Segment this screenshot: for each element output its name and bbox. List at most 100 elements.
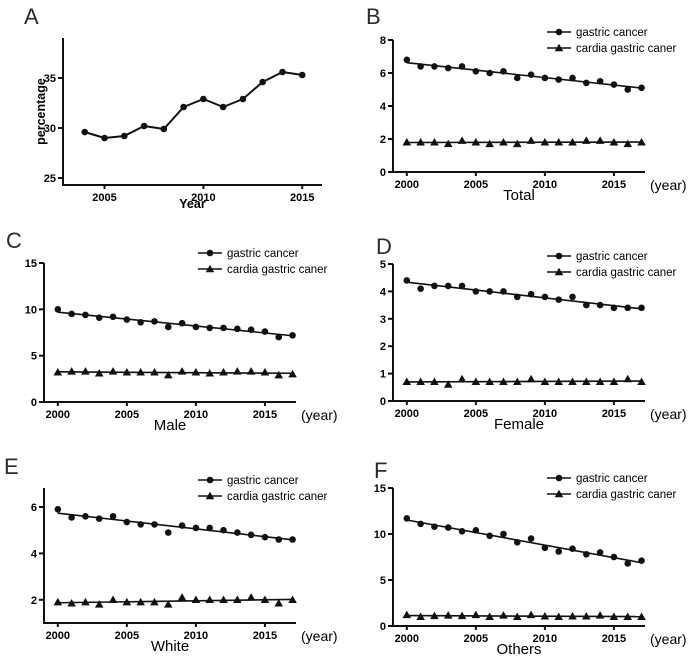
legend: gastric cancer cardia gastric caner xyxy=(547,27,677,55)
svg-text:2015: 2015 xyxy=(602,408,626,420)
series-cardia-gastric-caner xyxy=(402,610,646,620)
series-cardia-gastric-caner xyxy=(53,367,297,379)
legend-label: cardia gastric caner xyxy=(576,43,677,55)
series-gastric-cancer xyxy=(403,277,645,312)
legend-label: gastric cancer xyxy=(576,27,648,39)
legend-label: cardia gastric caner xyxy=(576,267,677,279)
x-axis-unit: (year) xyxy=(650,406,687,422)
svg-text:0: 0 xyxy=(380,396,386,408)
svg-text:2005: 2005 xyxy=(115,409,139,421)
legend: gastric cancer cardia gastric caner xyxy=(198,248,328,276)
x-axis-unit: (year) xyxy=(301,407,338,423)
panel-a-chart: 25 30 35 2005 2010 2015 Year percentage xyxy=(34,38,322,211)
svg-text:2000: 2000 xyxy=(46,630,70,642)
svg-text:2010: 2010 xyxy=(533,408,557,420)
svg-text:2010: 2010 xyxy=(533,633,557,645)
svg-text:2015: 2015 xyxy=(253,630,277,642)
series-gastric-cancer xyxy=(403,56,645,93)
svg-text:2000: 2000 xyxy=(395,408,419,420)
panel-c-label: C xyxy=(6,228,23,253)
svg-text:6: 6 xyxy=(380,68,386,80)
series-gastric-cancer xyxy=(54,306,296,341)
x-axis-title: Others xyxy=(496,641,541,657)
svg-text:5: 5 xyxy=(380,259,386,271)
legend-label: cardia gastric caner xyxy=(576,489,677,501)
svg-text:4: 4 xyxy=(380,286,387,298)
axes: 25 30 35 2005 2010 2015 Year percentage xyxy=(34,38,322,211)
panel-d-label: D xyxy=(376,234,393,259)
svg-text:2000: 2000 xyxy=(395,633,419,645)
svg-text:0: 0 xyxy=(31,397,37,409)
axes: 0 2 4 6 8 2000 2005 2010 2015 (year) Total xyxy=(380,35,687,204)
panel-b-label: B xyxy=(366,4,382,29)
svg-text:2: 2 xyxy=(380,134,386,146)
svg-text:1: 1 xyxy=(380,369,386,381)
svg-text:2000: 2000 xyxy=(46,409,70,421)
panel-f-label: F xyxy=(374,458,388,483)
svg-text:2010: 2010 xyxy=(184,630,208,642)
axes: 0 5 10 15 2000 2005 2010 2015 (year) Male xyxy=(25,258,338,434)
svg-text:2010: 2010 xyxy=(191,192,215,204)
svg-text:2005: 2005 xyxy=(464,408,488,420)
svg-text:8: 8 xyxy=(380,35,386,47)
panel-c-chart: 0 5 10 15 2000 2005 2010 2015 (year) Male gastric … xyxy=(25,248,338,434)
legend-label: cardia gastric caner xyxy=(227,491,328,503)
svg-text:2005: 2005 xyxy=(464,633,488,645)
panel-e-chart: 2 4 6 2000 2005 2010 2015 (year) White gastric ca… xyxy=(31,475,338,655)
svg-text:15: 15 xyxy=(374,483,386,495)
series-cardia-gastric-caner xyxy=(402,374,646,388)
svg-text:10: 10 xyxy=(374,529,386,541)
panel-d: D 0 1 2 3 4 5 2000 2005 2010 2015 (year) Female gast… xyxy=(349,219,699,438)
panel-d-chart: 0 1 2 3 4 5 2000 2005 2010 2015 (year) Female gastri… xyxy=(380,251,687,433)
x-axis-unit: (year) xyxy=(650,631,687,647)
axes: 0 5 10 15 2000 2005 2010 2015 (year) Others xyxy=(374,483,687,657)
svg-text:35: 35 xyxy=(44,73,56,85)
x-axis-title: Year xyxy=(179,197,206,211)
series-gastric-cancer xyxy=(54,506,296,543)
svg-text:0: 0 xyxy=(380,621,386,633)
svg-text:0: 0 xyxy=(380,167,386,179)
svg-text:2010: 2010 xyxy=(533,179,557,191)
svg-text:15: 15 xyxy=(25,258,37,270)
legend-label: gastric cancer xyxy=(227,475,299,487)
panel-e-label: E xyxy=(4,454,20,479)
y-axis-title: percentage xyxy=(34,78,48,145)
panel-b: B 0 2 4 6 8 2000 2005 2010 2015 (year) Total gastri… xyxy=(349,0,699,219)
svg-text:3: 3 xyxy=(380,314,386,326)
series-cardia-gastric-caner xyxy=(402,136,646,148)
svg-text:2015: 2015 xyxy=(602,179,626,191)
x-axis-title: Female xyxy=(494,416,544,433)
svg-text:2: 2 xyxy=(380,341,386,353)
svg-text:2015: 2015 xyxy=(602,633,626,645)
x-axis-title: Male xyxy=(154,417,187,434)
panel-a: A 25 30 35 2005 2010 2015 Year percentage xyxy=(0,0,350,219)
axes: 2 4 6 2000 2005 2010 2015 (year) White xyxy=(31,488,338,655)
x-axis-unit: (year) xyxy=(301,628,338,644)
x-axis-unit: (year) xyxy=(650,177,687,193)
legend-label: gastric cancer xyxy=(227,248,299,260)
x-axis-title: Total xyxy=(503,187,535,204)
svg-text:2005: 2005 xyxy=(92,192,116,204)
svg-text:25: 25 xyxy=(44,173,56,185)
svg-text:5: 5 xyxy=(31,351,37,363)
axes: 0 1 2 3 4 5 2000 2005 2010 2015 (year) Female xyxy=(380,259,687,433)
legend: gastric cancer cardia gastric caner xyxy=(547,251,677,279)
svg-text:2005: 2005 xyxy=(115,630,139,642)
panel-b-chart: 0 2 4 6 8 2000 2005 2010 2015 (year) Total gastric … xyxy=(380,27,687,204)
series-gastric-cancer xyxy=(403,515,645,567)
series-cardia-gastric-caner xyxy=(53,593,297,608)
svg-text:10: 10 xyxy=(25,304,37,316)
svg-text:4: 4 xyxy=(31,548,38,560)
legend-label: gastric cancer xyxy=(576,251,648,263)
legend: gastric cancer cardia gastric caner xyxy=(547,473,677,501)
legend: gastric cancer cardia gastric caner xyxy=(198,475,328,503)
panel-a-label: A xyxy=(24,4,40,29)
x-axis-title: White xyxy=(151,638,189,655)
svg-text:30: 30 xyxy=(44,123,56,135)
legend-label: gastric cancer xyxy=(576,473,648,485)
svg-text:4: 4 xyxy=(380,101,387,113)
svg-text:2: 2 xyxy=(31,595,37,607)
svg-text:6: 6 xyxy=(31,502,37,514)
panel-f: F 0 5 10 15 2000 2005 2010 2015 (year) Others gast… xyxy=(349,438,699,657)
